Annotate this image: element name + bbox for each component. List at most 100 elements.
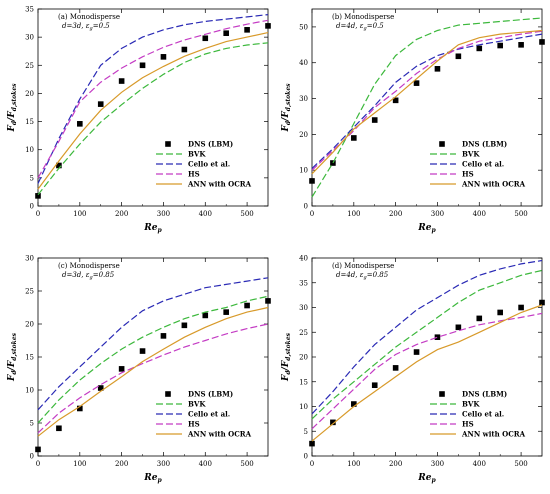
- y-tick-label: 15: [299, 378, 308, 386]
- series-line: [311, 30, 543, 171]
- series-dns-lbm: [309, 299, 545, 447]
- data-point: [351, 135, 357, 141]
- series-bvk: [37, 295, 269, 424]
- data-point: [97, 385, 104, 391]
- data-point: [539, 39, 545, 45]
- panel-annotation-title: (c) Monodisperse: [58, 262, 120, 270]
- series-hs: [37, 19, 269, 179]
- x-tick-label: 400: [473, 460, 486, 468]
- series-cello-et-al: [37, 14, 269, 184]
- plot-frame: [37, 257, 269, 457]
- legend-label: DNS (LBM): [462, 140, 507, 149]
- data-point: [455, 53, 462, 60]
- y-tick-label: 10: [25, 387, 34, 395]
- series-bvk: [311, 17, 543, 198]
- series-line: [37, 277, 269, 411]
- data-point: [223, 309, 229, 315]
- series-bvk: [37, 42, 269, 196]
- series-line: [311, 312, 543, 430]
- data-point: [265, 23, 271, 29]
- legend-marker: [165, 141, 171, 147]
- data-point: [223, 30, 229, 37]
- chart-panel-3: 0 100 200 300 400 500 0 5 10 15 20 25 30 Rep Fd/Fd,sto…: [7, 255, 271, 484]
- legend-label: DNS (LBM): [462, 390, 507, 399]
- panel-annotation-title: (a) Monodisperse: [58, 13, 120, 21]
- plot-frame: [37, 8, 269, 207]
- legend-marker: [439, 391, 445, 397]
- data-point: [413, 349, 420, 355]
- series-hs: [311, 30, 543, 171]
- data-point: [392, 365, 399, 371]
- x-tick-label: 200: [115, 460, 128, 468]
- data-point: [497, 42, 503, 49]
- y-axis-title: Fd/Fd,stokes: [281, 332, 292, 382]
- x-tick-label: 500: [514, 460, 527, 468]
- chart-panel-1: 0 100 200 300 400 500 0 5 10 15 20 25 30 35 Rep Fd/Fd,s…: [7, 6, 271, 234]
- panel-annotation-title: (b) Monodisperse: [332, 13, 394, 21]
- data-point: [455, 324, 462, 331]
- y-tick-label: 35: [299, 279, 308, 287]
- legend-label: Cello et al.: [462, 410, 504, 419]
- legend-marker: [439, 141, 445, 147]
- series-line: [311, 304, 543, 442]
- series-cello-et-al: [311, 259, 543, 415]
- panel-annotation-params: d=3d, εg=0.85: [62, 271, 115, 281]
- x-axis-title: Rep: [417, 473, 436, 484]
- data-point: [202, 35, 209, 42]
- series-line: [311, 269, 543, 420]
- x-tick-label: 500: [514, 210, 527, 218]
- x-tick-label: 500: [240, 210, 253, 218]
- series-ann-with-ocra: [311, 29, 543, 175]
- data-point: [160, 54, 167, 60]
- x-tick-label: 200: [389, 210, 402, 218]
- y-tick-label: 0: [30, 203, 34, 211]
- y-tick-label: 40: [299, 255, 308, 263]
- plot-frame: [311, 8, 543, 207]
- series-line: [311, 29, 543, 175]
- legend-label: HS: [188, 420, 200, 429]
- legend-label: ANN with OCRA: [461, 180, 526, 189]
- x-axis-title: Rep: [417, 223, 436, 234]
- y-tick-label: 15: [25, 354, 34, 362]
- legend-label: ANN with OCRA: [461, 430, 526, 439]
- data-point: [139, 348, 146, 354]
- y-axis-title: Fd/Fd,stokes: [281, 83, 292, 133]
- data-point: [244, 27, 250, 33]
- x-tick-label: 500: [240, 460, 253, 468]
- data-point: [244, 302, 250, 309]
- series-hs: [311, 312, 543, 430]
- series-line: [37, 32, 269, 190]
- y-axis-title: Fd/Fd,stokes: [7, 332, 18, 382]
- y-tick-label: 15: [25, 118, 34, 126]
- legend-label: Cello et al.: [462, 160, 504, 169]
- panel-annotation-params: d=3d, εg=0.5: [62, 22, 110, 32]
- y-tick-label: 10: [299, 403, 308, 411]
- series-dns-lbm: [309, 39, 545, 184]
- chart-panel-2: 0 100 200 300 400 500 0 10 20 30 40 50 Rep Fd/Fd,stok…: [281, 8, 545, 234]
- series-ann-with-ocra: [311, 304, 543, 442]
- x-tick-label: 300: [157, 210, 170, 218]
- data-point: [202, 312, 209, 319]
- legend-label: DNS (LBM): [188, 390, 233, 399]
- series-line: [37, 323, 269, 434]
- y-tick-label: 20: [299, 354, 308, 362]
- series-cello-et-al: [37, 277, 269, 411]
- series-line: [311, 33, 543, 169]
- data-point: [434, 66, 441, 72]
- y-tick-label: 35: [25, 6, 34, 14]
- series-bvk: [311, 269, 543, 420]
- series-ann-with-ocra: [37, 306, 269, 437]
- x-axis-title: Rep: [143, 223, 162, 234]
- series-line: [311, 259, 543, 415]
- data-point: [476, 315, 483, 322]
- y-tick-label: 5: [30, 420, 34, 428]
- y-tick-label: 25: [25, 62, 34, 70]
- data-point: [413, 80, 420, 86]
- y-tick-label: 20: [299, 131, 308, 139]
- data-point: [434, 334, 441, 340]
- data-point: [309, 440, 315, 447]
- x-tick-label: 100: [347, 210, 360, 218]
- x-tick-label: 200: [389, 460, 402, 468]
- legend-label: Cello et al.: [188, 410, 230, 419]
- legend-label: ANN with OCRA: [187, 430, 252, 439]
